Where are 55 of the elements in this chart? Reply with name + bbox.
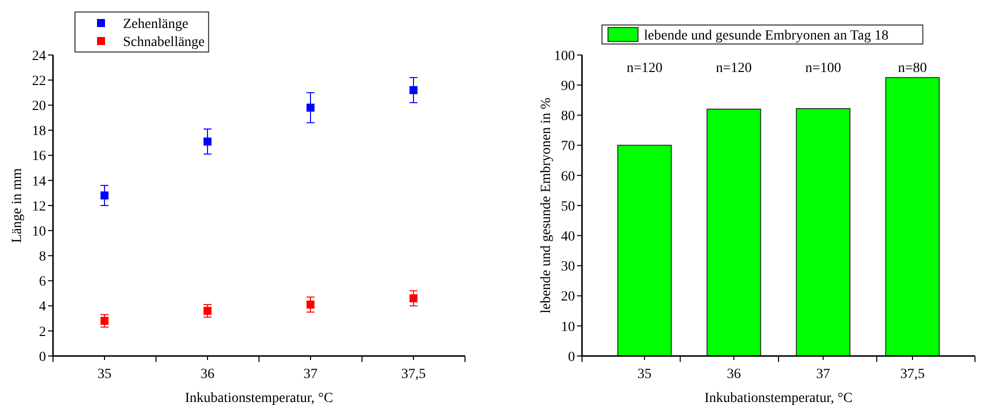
bar	[617, 144, 672, 356]
y-tick-label: 100	[554, 48, 575, 64]
y-tick-label: 14	[32, 174, 46, 190]
annotation: n=80	[898, 60, 927, 76]
annotation: n=100	[805, 60, 842, 76]
x-axis-title: Inkubationstemperatur, °C	[184, 391, 334, 405]
x-axis-title: Inkubationstemperatur, °C	[704, 391, 853, 405]
y-tick-label: 12	[32, 199, 46, 214]
y-axis-title: Länge in mm	[10, 168, 25, 243]
y-tick-label: 8	[39, 250, 46, 265]
point	[410, 294, 418, 302]
y-tick-label: 50	[561, 199, 575, 214]
annotation: n=120	[716, 60, 752, 76]
y-tick-label: 4	[39, 300, 46, 315]
y-tick-label: 0	[568, 350, 575, 365]
y-tick-label: 24	[32, 48, 46, 64]
point	[410, 86, 418, 94]
legend-label: lebende und gesunde Embryonen an Tag 18	[644, 28, 888, 44]
y-tick-label: 0	[39, 350, 46, 365]
point	[100, 316, 108, 325]
y-tick-label: 40	[561, 230, 575, 244]
point	[100, 191, 108, 200]
bar	[796, 108, 850, 356]
point	[204, 138, 212, 146]
legend-label: Schnabellänge	[123, 34, 205, 50]
y-tick-label: 10	[32, 224, 46, 240]
x-tick-label: 35	[98, 367, 112, 382]
x-tick-label: 37	[304, 367, 318, 382]
y-tick-label: 30	[561, 260, 575, 275]
x-tick-label: 36	[200, 367, 214, 382]
y-tick-label: 16	[32, 149, 46, 164]
point	[306, 104, 314, 112]
x-tick-label: 37	[816, 367, 830, 382]
x-tick-label: 36	[726, 367, 741, 382]
y-tick-label: 60	[561, 169, 575, 184]
y-tick-label: 20	[32, 99, 46, 114]
x-tick-label: 35	[638, 367, 652, 382]
legend-label: Zehenlänge	[123, 16, 188, 32]
annotation: n=120	[626, 60, 662, 76]
y-tick-label: 10	[561, 320, 575, 335]
y-tick-label: 18	[32, 124, 46, 140]
y-tick-label: 22	[32, 74, 46, 89]
y-tick-label: 80	[561, 109, 575, 124]
y-tick-label: 6	[39, 274, 46, 290]
y-axis-title: lebende und gesunde Embryonen in %	[539, 97, 554, 314]
bar	[706, 108, 762, 356]
y-tick-label: 2	[39, 324, 46, 340]
y-tick-label: 90	[561, 79, 575, 94]
x-tick-label: 37,5	[900, 367, 925, 382]
point	[306, 300, 314, 309]
x-tick-label: 37,5	[401, 367, 426, 382]
y-tick-label: 70	[561, 139, 575, 154]
bar	[885, 77, 940, 356]
point	[204, 306, 212, 315]
y-tick-label: 20	[561, 290, 575, 305]
